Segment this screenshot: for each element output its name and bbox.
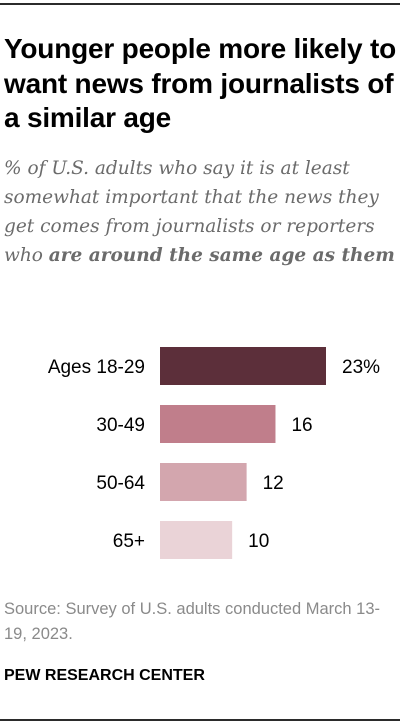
category-label: 50-64 [96,473,145,494]
subtitle-text: % of U.S. adults who say it is at least … [4,158,379,266]
source-note: Source: Survey of U.S. adults conducted … [4,600,381,643]
chart-title: Younger people more likely to want news … [4,33,396,133]
category-label: 65+ [113,531,145,552]
subtitle-emphasis: are around the same age as them [48,245,395,266]
brand-footer: PEW RESEARCH CENTER [4,667,205,684]
top-rule [0,3,400,5]
category-label: 30-49 [96,415,145,436]
chart-subtitle: % of U.S. adults who say it is at least … [4,154,396,270]
bar [160,405,276,443]
value-label: 16 [291,415,312,436]
bar [160,521,233,559]
value-label: 23% [342,357,380,378]
bottom-rule [0,719,400,721]
bar-chart: Ages 18-29 23% 30-49 16 50-64 12 65+ 10 [48,347,380,559]
value-label: 10 [248,531,269,552]
bar [160,347,326,385]
category-label: Ages 18-29 [48,357,145,378]
value-label: 12 [263,473,284,494]
bar [160,463,247,501]
